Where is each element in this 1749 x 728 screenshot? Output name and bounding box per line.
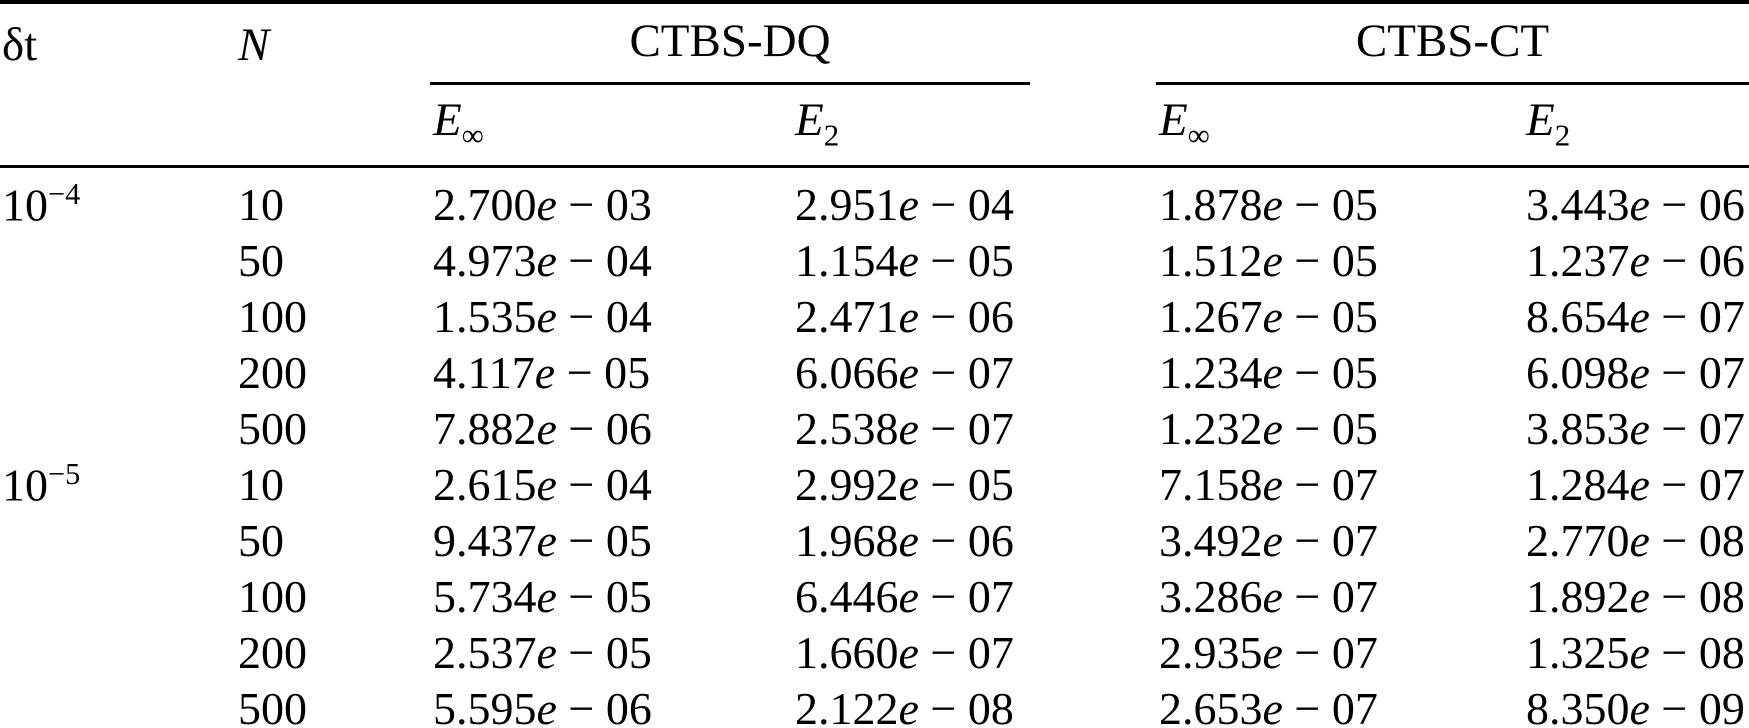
table-row: 50 4.973e − 04 1.154e − 05 1.512e − 05 1.237… (0, 232, 1749, 288)
ct-e2-cell: 2.770e − 08 (1526, 514, 1745, 566)
col-group-ctbs-ct: CTBS-CT (1156, 2, 1749, 85)
n-cell: 200 (238, 626, 307, 678)
dt-cell (0, 680, 232, 728)
dt-cell (0, 568, 232, 624)
dq-einf-cell: 5.595e − 06 (433, 682, 652, 728)
ct-e2-cell: 6.098e − 07 (1526, 346, 1745, 398)
dq-einf-cell: 2.700e − 03 (433, 178, 652, 230)
dq-e2-cell: 1.154e − 05 (795, 234, 1014, 286)
n-cell: 100 (238, 570, 307, 622)
ct-einf-cell: 1.234e − 05 (1159, 346, 1378, 398)
ct-e2-cell: 3.443e − 06 (1526, 178, 1745, 230)
col-group-ctbs-dq: CTBS-DQ (430, 2, 1156, 85)
ct-e2-cell: 1.325e − 08 (1526, 626, 1745, 678)
table-header: δt N CTBS-DQ CTBS-CT E∞ E2 E∞ E2 (0, 2, 1749, 169)
dq-e2-cell: 2.992e − 05 (795, 458, 1014, 510)
dq-e2-cell: 1.660e − 07 (795, 626, 1014, 678)
dt-cell (0, 512, 232, 568)
n-cell: 500 (238, 402, 307, 454)
ct-einf-cell: 7.158e − 07 (1159, 458, 1378, 510)
dq-einf-cell: 5.734e − 05 (433, 570, 652, 622)
empty-header-cell (232, 85, 430, 169)
ct-einf-cell: 1.267e − 05 (1159, 290, 1378, 342)
col-header-dq-e2: E2 (792, 85, 1156, 169)
col-header-ct-einf: E∞ (1156, 85, 1523, 169)
ct-einf-cell: 3.492e − 07 (1159, 514, 1378, 566)
dq-e2-cell: 6.066e − 07 (795, 346, 1014, 398)
ct-e2-cell: 8.654e − 07 (1526, 290, 1745, 342)
table-body: 10−4 10 2.700e − 03 2.951e − 04 1.878e − 05 3… (0, 167, 1749, 728)
ct-einf-cell: 2.653e − 07 (1159, 682, 1378, 728)
dq-einf-cell: 2.537e − 05 (433, 626, 652, 678)
table-row: 200 4.117e − 05 6.066e − 07 1.234e − 05 6.09… (0, 344, 1749, 400)
empty-header-cell (0, 85, 232, 169)
dt-cell (0, 344, 232, 400)
col-header-ct-e2: E2 (1523, 85, 1749, 169)
col-header-n: N (238, 19, 270, 71)
ct-einf-cell: 1.512e − 05 (1159, 234, 1378, 286)
ct-einf-cell: 2.935e − 07 (1159, 626, 1378, 678)
col-header-dt: δt (2, 19, 38, 71)
dq-e2-cell: 2.122e − 08 (795, 682, 1014, 728)
dt-cell: 10−4 (2, 177, 81, 231)
n-cell: 500 (238, 682, 307, 728)
dq-e2-cell: 6.446e − 07 (795, 570, 1014, 622)
subheader-row: E∞ E2 E∞ E2 (0, 85, 1749, 169)
ct-einf-cell: 1.878e − 05 (1159, 178, 1378, 230)
table-row: 50 9.437e − 05 1.968e − 06 3.492e − 07 2.770… (0, 512, 1749, 568)
group-header-row: δt N CTBS-DQ CTBS-CT (0, 2, 1749, 85)
n-cell: 200 (238, 346, 307, 398)
col-group-ctbs-dq-label: CTBS-DQ (430, 14, 1030, 85)
table-row: 100 5.734e − 05 6.446e − 07 3.286e − 07 1.89… (0, 568, 1749, 624)
table-row: 10−5 10 2.615e − 04 2.992e − 05 7.158e − 07 1… (0, 456, 1749, 512)
ct-e2-cell: 3.853e − 07 (1526, 402, 1745, 454)
dq-e2-cell: 1.968e − 06 (795, 514, 1014, 566)
table-row: 10−4 10 2.700e − 03 2.951e − 04 1.878e − 05 3… (0, 167, 1749, 233)
n-cell: 100 (238, 290, 307, 342)
n-cell: 10 (238, 458, 284, 510)
ct-einf-cell: 1.232e − 05 (1159, 402, 1378, 454)
dq-einf-cell: 2.615e − 04 (433, 458, 652, 510)
table-row: 200 2.537e − 05 1.660e − 07 2.935e − 07 1.32… (0, 624, 1749, 680)
ct-e2-cell: 1.892e − 08 (1526, 570, 1745, 622)
col-group-ctbs-ct-label: CTBS-CT (1156, 14, 1749, 85)
ct-e2-cell: 1.284e − 07 (1526, 458, 1745, 510)
dq-e2-cell: 2.951e − 04 (795, 178, 1014, 230)
dt-cell (0, 400, 232, 456)
dq-einf-cell: 9.437e − 05 (433, 514, 652, 566)
dt-cell (0, 624, 232, 680)
ct-e2-cell: 8.350e − 09 (1526, 682, 1745, 728)
ct-e2-cell: 1.237e − 06 (1526, 234, 1745, 286)
dq-e2-cell: 2.538e − 07 (795, 402, 1014, 454)
table-row: 500 5.595e − 06 2.122e − 08 2.653e − 07 8.35… (0, 680, 1749, 728)
dq-einf-cell: 1.535e − 04 (433, 290, 652, 342)
dt-cell: 10−5 (2, 457, 81, 511)
dq-einf-cell: 7.882e − 06 (433, 402, 652, 454)
table-row: 100 1.535e − 04 2.471e − 06 1.267e − 05 8.65… (0, 288, 1749, 344)
dq-einf-cell: 4.117e − 05 (433, 346, 651, 398)
dt-cell (0, 288, 232, 344)
ct-einf-cell: 3.286e − 07 (1159, 570, 1378, 622)
dq-einf-cell: 4.973e − 04 (433, 234, 652, 286)
n-cell: 50 (238, 234, 284, 286)
col-header-dq-einf: E∞ (430, 85, 792, 169)
dq-e2-cell: 2.471e − 06 (795, 290, 1014, 342)
n-cell: 50 (238, 514, 284, 566)
dt-cell (0, 232, 232, 288)
n-cell: 10 (238, 178, 284, 230)
table-row: 500 7.882e − 06 2.538e − 07 1.232e − 05 3.85… (0, 400, 1749, 456)
